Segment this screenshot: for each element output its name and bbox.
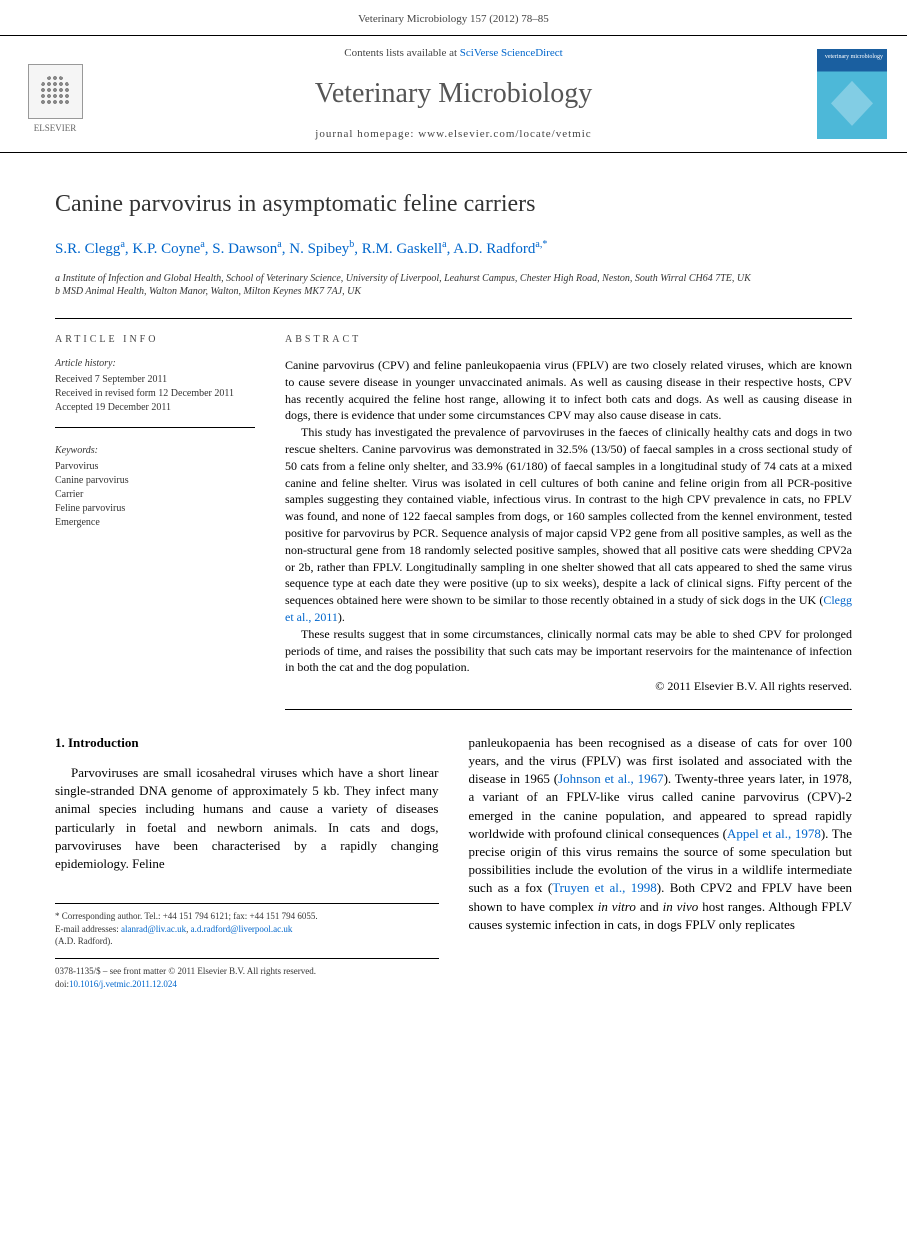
article-title: Canine parvovirus in asymptomatic feline… [55, 188, 852, 222]
page-citation-header: Veterinary Microbiology 157 (2012) 78–85 [0, 0, 907, 35]
article-info-column: ARTICLE INFO Article history: Received 7… [55, 333, 255, 710]
authors-line: S.R. Clegga, K.P. Coynea, S. Dawsona, N.… [55, 238, 852, 260]
affiliation-line: b MSD Animal Health, Walton Manor, Walto… [55, 285, 852, 298]
keyword-item: Canine parvovirus [55, 474, 255, 488]
keyword-item: Feline parvovirus [55, 502, 255, 516]
body-columns: 1. Introduction Parvoviruses are small i… [55, 734, 852, 990]
journal-title: Veterinary Microbiology [110, 74, 797, 113]
history-line: Received in revised form 12 December 201… [55, 387, 255, 401]
doi-line: doi:10.1016/j.vetmic.2011.12.024 [55, 978, 439, 991]
abstract-copyright: © 2011 Elsevier B.V. All rights reserved… [285, 678, 852, 695]
affiliations: a Institute of Infection and Global Heal… [55, 272, 852, 298]
email-link-2[interactable]: a.d.radford@liverpool.ac.uk [191, 924, 293, 934]
italic-in-vitro: in vitro [598, 899, 636, 914]
affiliation-line: a Institute of Infection and Global Heal… [55, 272, 852, 285]
corresponding-label: * Corresponding author. Tel.: +44 151 79… [55, 910, 439, 923]
article-history-block: Article history: Received 7 September 20… [55, 357, 255, 428]
ref-johnson-1967[interactable]: Johnson et al., 1967 [558, 771, 664, 786]
citation-text: Veterinary Microbiology 157 (2012) 78–85 [358, 13, 549, 25]
abstract-column: ABSTRACT Canine parvovirus (CPV) and fel… [285, 333, 852, 710]
keywords-block: Keywords: ParvovirusCanine parvovirusCar… [55, 444, 255, 542]
cover-title: veterinary microbiology [821, 53, 883, 61]
ref-appel-1978[interactable]: Appel et al., 1978 [727, 826, 821, 841]
sciencedirect-link[interactable]: SciVerse ScienceDirect [460, 47, 563, 59]
elsevier-label: ELSEVIER [34, 122, 77, 135]
article-info-label: ARTICLE INFO [55, 333, 255, 347]
homepage-line: journal homepage: www.elsevier.com/locat… [110, 127, 797, 142]
corresponding-emails: E-mail addresses: alanrad@liv.ac.uk, a.d… [55, 923, 439, 936]
contents-prefix: Contents lists available at [344, 47, 459, 59]
introduction-heading: 1. Introduction [55, 734, 439, 752]
history-line: Received 7 September 2011 [55, 373, 255, 387]
body-column-right: panleukopaenia has been recognised as a … [469, 734, 853, 990]
keyword-item: Parvovirus [55, 460, 255, 474]
abstract-p3: These results suggest that in some circu… [285, 626, 852, 676]
corresponding-author-block: * Corresponding author. Tel.: +44 151 79… [55, 903, 439, 948]
history-line: Accepted 19 December 2011 [55, 401, 255, 415]
info-abstract-row: ARTICLE INFO Article history: Received 7… [55, 318, 852, 710]
intro-p1-left: Parvoviruses are small icosahedral virus… [55, 764, 439, 873]
italic-in-vivo: in vivo [663, 899, 699, 914]
homepage-prefix: journal homepage: [315, 128, 418, 140]
intro-p1-right: panleukopaenia has been recognised as a … [469, 734, 853, 934]
banner-center: Contents lists available at SciVerse Sci… [110, 46, 797, 142]
body-column-left: 1. Introduction Parvoviruses are small i… [55, 734, 439, 990]
keywords-heading: Keywords: [55, 444, 255, 458]
homepage-url[interactable]: www.elsevier.com/locate/vetmic [418, 128, 591, 140]
issn-line: 0378-1135/$ – see front matter © 2011 El… [55, 965, 439, 978]
doi-link[interactable]: 10.1016/j.vetmic.2011.12.024 [69, 979, 177, 989]
email-link-1[interactable]: alanrad@liv.ac.uk [121, 924, 186, 934]
elsevier-tree-icon [28, 64, 83, 119]
history-heading: Article history: [55, 357, 255, 371]
journal-cover-thumbnail[interactable]: veterinary microbiology [817, 49, 887, 139]
corresponding-name: (A.D. Radford). [55, 935, 439, 948]
abstract-p1: Canine parvovirus (CPV) and feline panle… [285, 357, 852, 424]
abstract-p2: This study has investigated the prevalen… [285, 424, 852, 626]
article-content: Canine parvovirus in asymptomatic feline… [0, 153, 907, 1020]
keyword-item: Carrier [55, 488, 255, 502]
elsevier-logo[interactable]: ELSEVIER [20, 54, 90, 134]
keyword-item: Emergence [55, 516, 255, 530]
abstract-label: ABSTRACT [285, 333, 852, 347]
journal-banner: ELSEVIER Contents lists available at Sci… [0, 35, 907, 153]
footer-block: 0378-1135/$ – see front matter © 2011 El… [55, 958, 439, 990]
ref-truyen-1998[interactable]: Truyen et al., 1998 [552, 880, 657, 895]
contents-line: Contents lists available at SciVerse Sci… [110, 46, 797, 61]
